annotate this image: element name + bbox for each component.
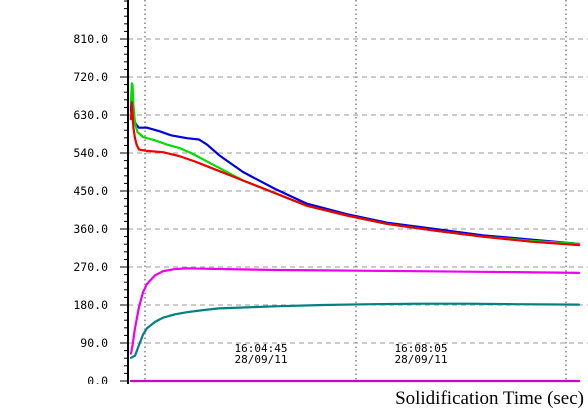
y-tick-label: 270.0 (73, 260, 108, 274)
x-time-label: 16:08:05 (395, 342, 448, 355)
y-tick-label: 90.0 (80, 336, 108, 350)
y-tick-label: 0.0 (87, 374, 108, 384)
series-line-1 (129, 92, 581, 245)
x-date-label: 28/09/11 (395, 353, 448, 366)
x-date-label: 28/09/11 (235, 353, 288, 366)
y-tick-label: 810.0 (73, 32, 108, 46)
y-tick-label: 720.0 (73, 70, 108, 84)
y-tick-label: 180.0 (73, 298, 108, 312)
series-line-3 (129, 101, 581, 247)
y-tick-labels: 0.0 90.0 180.0 270.0 360.0 450.0 540.0 630.0 720… (73, 32, 108, 384)
series-line-4 (129, 267, 581, 355)
x-time-label: 16:04:45 (235, 342, 288, 355)
x-axis-label: Solidification Time (sec) (395, 388, 584, 409)
y-tick-label: 630.0 (73, 108, 108, 122)
y-tick-label: 540.0 (73, 146, 108, 160)
series-line-5 (129, 302, 581, 359)
y-tick-label: 360.0 (73, 222, 108, 236)
y-axis (120, 0, 129, 384)
chart-background (0, 0, 588, 384)
series-lines (129, 82, 581, 383)
y-tick-label: 450.0 (73, 184, 108, 198)
solidification-chart: 0.0 90.0 180.0 270.0 360.0 450.0 540.0 630.0 720… (0, 0, 588, 384)
x-axis-label-area: Solidification Time (sec) (395, 388, 584, 409)
